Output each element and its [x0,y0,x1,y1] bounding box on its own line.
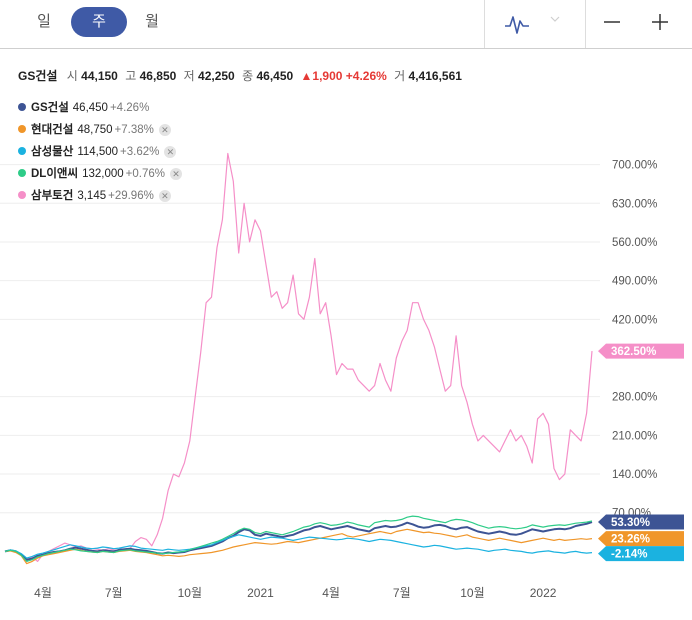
series-line [4,515,593,563]
legend-color-dot [18,103,26,111]
end-value-tag [598,531,684,547]
legend-color-dot [18,169,26,177]
chevron-down-icon [550,16,560,22]
volume-label: 거 [394,69,406,83]
zoom-in-button[interactable] [645,8,675,38]
high-price: 46,850 [139,69,177,83]
toolbar: 일 주 월 [0,0,692,49]
end-value-label: 23.26% [611,534,650,546]
y-tick-label: 490.00% [612,276,657,288]
low-label: 저 [183,69,195,83]
open-price: 44,150 [81,69,118,83]
legend-item-gs[interactable]: GS건설 46,450 +4.26% [18,100,182,122]
price-change: ▲1,900 [300,69,343,83]
close-price: 46,450 [256,69,294,83]
x-tick-label: 7월 [105,586,123,600]
legend-color-dot [18,191,26,199]
stock-name: GS건설 [18,69,58,83]
period-tab-month[interactable]: 월 [145,13,159,30]
end-value-label: 53.30% [611,517,650,529]
quote-summary: GS건설 시 44,150 고 46,850 저 42,250 종 46,450… [18,67,466,84]
y-tick-label: 560.00% [612,237,657,249]
y-tick-label: 210.00% [612,430,657,442]
legend-color-dot [18,125,26,133]
minus-icon [604,21,620,23]
legend: GS건설 46,450 +4.26% 현대건설 48,750 +7.38% ✕ 삼성물산 1… [18,100,182,210]
y-tick-label: 140.00% [612,469,657,481]
x-tick-label: 2021 [247,586,274,600]
y-tick-label: 420.00% [612,314,657,326]
plus-icon [652,14,668,30]
end-value-tag [598,343,684,359]
series-line [4,521,593,561]
legend-color-dot [18,147,26,155]
x-tick-label: 4월 [322,586,340,600]
end-value-label: 362.50% [611,346,656,358]
x-tick-label: 10월 [178,586,202,600]
remove-icon[interactable]: ✕ [164,146,177,158]
legend-item-samsung[interactable]: 삼성물산 114,500 +3.62% ✕ [18,144,182,166]
remove-icon[interactable]: ✕ [169,168,182,180]
period-tab-week[interactable]: 주 [71,7,127,37]
period-tab-day[interactable]: 일 [37,13,51,30]
price-change-pct: +4.26% [345,69,387,83]
end-value-tag [598,514,684,530]
y-tick-label: 280.00% [612,392,657,404]
x-tick-label: 4월 [34,586,52,600]
open-label: 시 [66,69,78,83]
remove-icon[interactable]: ✕ [158,190,171,202]
series-line [4,152,593,563]
high-label: 고 [125,69,137,83]
series-line [4,534,593,559]
x-tick-label: 10월 [460,586,484,600]
x-tick-label: 2022 [530,586,557,600]
y-tick-label: 700.00% [612,160,657,172]
series-line [4,528,593,565]
legend-item-dl[interactable]: DL이앤씨 132,000 +0.76% ✕ [18,166,182,188]
close-label: 종 [242,69,254,83]
volume: 4,416,561 [408,69,462,83]
line-chart-icon[interactable] [485,0,585,48]
y-tick-label: 630.00% [612,198,657,210]
end-value-tag [598,546,684,562]
end-value-label: -2.14% [611,549,647,561]
chart-type-selector[interactable] [484,0,586,48]
remove-icon[interactable]: ✕ [158,124,171,136]
low-price: 42,250 [198,69,235,83]
zoom-out-button[interactable] [598,8,628,38]
legend-item-sambu[interactable]: 삼부토건 3,145 +29.96% ✕ [18,188,182,210]
legend-item-hyundai[interactable]: 현대건설 48,750 +7.38% ✕ [18,122,182,144]
x-tick-label: 7월 [393,586,411,600]
